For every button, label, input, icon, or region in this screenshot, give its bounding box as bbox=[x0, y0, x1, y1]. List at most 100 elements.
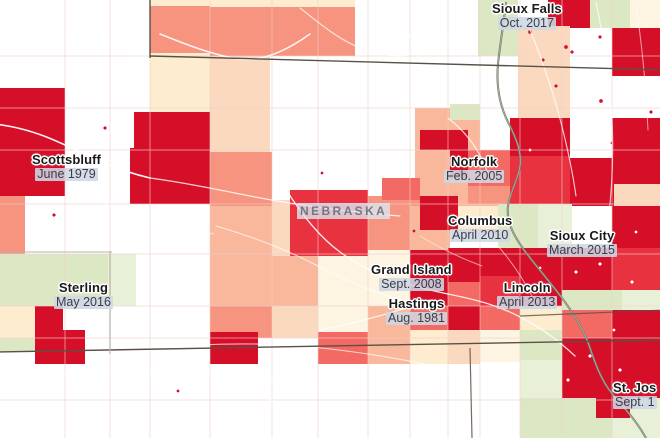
county-cell bbox=[430, 24, 478, 58]
place-label-columbus[interactable]: Columbus April 2010 bbox=[448, 214, 512, 244]
place-date: Sept. 1 bbox=[613, 395, 657, 410]
county-cell bbox=[67, 200, 130, 256]
place-label-st-joseph-clipped[interactable]: St. Jos Sept. 1 bbox=[613, 381, 657, 411]
place-date: May 2016 bbox=[54, 295, 113, 310]
county-cell bbox=[110, 306, 136, 338]
county-cell bbox=[622, 290, 660, 310]
county-cell bbox=[272, 306, 318, 340]
state-border-iowa-south bbox=[519, 309, 660, 317]
place-label-scottsbluff[interactable]: Scottsbluff June 1979 bbox=[32, 153, 101, 183]
county-cell bbox=[150, 0, 210, 7]
place-city-name: St. Jos bbox=[613, 380, 657, 395]
place-city-name: Scottsbluff bbox=[32, 152, 101, 167]
place-city-name: Hastings bbox=[388, 296, 445, 311]
county-cell bbox=[210, 110, 270, 152]
county-cell bbox=[480, 360, 520, 438]
place-city-name: Columbus bbox=[448, 213, 513, 228]
county-cell bbox=[0, 254, 35, 310]
county-cell bbox=[570, 118, 612, 162]
place-city-name: Sioux Falls bbox=[492, 1, 562, 16]
county-cell bbox=[480, 330, 520, 362]
place-label-sioux-falls[interactable]: Sioux Falls Oct. 2017 bbox=[492, 2, 562, 32]
county-cell bbox=[562, 338, 612, 400]
county-cell bbox=[150, 6, 355, 56]
county-cell bbox=[130, 148, 210, 206]
county-cell bbox=[258, 338, 318, 368]
place-label-sioux-city[interactable]: Sioux City March 2015 bbox=[547, 228, 618, 259]
county-cell bbox=[612, 118, 660, 162]
place-city-name: Norfolk bbox=[451, 154, 498, 169]
county-cell bbox=[318, 256, 368, 306]
county-cell bbox=[355, 0, 430, 57]
place-label-grand-island[interactable]: Grand Island Sept. 2008 bbox=[371, 263, 452, 293]
county-cell bbox=[25, 196, 67, 256]
county-cell bbox=[368, 332, 410, 368]
county-cell bbox=[382, 178, 422, 200]
county-cell bbox=[430, 0, 478, 25]
county-cell bbox=[520, 330, 562, 360]
county-cell bbox=[478, 28, 518, 58]
state-border-kansas-east bbox=[469, 347, 473, 438]
county-cell bbox=[368, 364, 410, 438]
county-cell bbox=[612, 204, 660, 248]
county-cell bbox=[0, 52, 67, 90]
county-cell bbox=[0, 306, 35, 338]
county-cell bbox=[110, 338, 136, 438]
county-cell bbox=[210, 332, 258, 368]
county-cell bbox=[270, 106, 355, 152]
county-cell bbox=[0, 0, 67, 55]
state-label-nebraska: NEBRASKA bbox=[297, 203, 391, 219]
county-cell bbox=[136, 306, 210, 338]
missouri-river bbox=[496, 1, 647, 438]
county-cell bbox=[468, 150, 510, 190]
county-cell bbox=[518, 26, 570, 78]
place-date: Aug. 1981 bbox=[386, 311, 447, 326]
county-cell bbox=[134, 112, 210, 150]
place-date: April 2010 bbox=[450, 228, 511, 243]
place-date: March 2015 bbox=[547, 243, 618, 258]
place-label-norfolk[interactable]: Norfolk Feb. 2005 bbox=[444, 154, 505, 185]
county-cell bbox=[210, 254, 272, 306]
county-cell bbox=[318, 364, 368, 438]
place-city-name: Grand Island bbox=[371, 262, 452, 277]
county-cell bbox=[270, 56, 355, 108]
place-date: Sept. 2008 bbox=[379, 277, 444, 292]
county-cell bbox=[290, 190, 368, 258]
place-city-name: Sioux City bbox=[549, 228, 615, 243]
county-cell bbox=[35, 330, 85, 368]
county-cell bbox=[150, 53, 210, 108]
place-label-lincoln[interactable]: Lincoln April 2013 bbox=[497, 281, 558, 311]
county-cell bbox=[410, 330, 448, 368]
county-cell bbox=[572, 184, 614, 206]
county-cell bbox=[520, 398, 562, 438]
county-cell bbox=[272, 256, 318, 306]
county-cell bbox=[210, 206, 272, 256]
county-cell bbox=[355, 56, 430, 110]
county-cell bbox=[85, 338, 110, 368]
place-label-sterling[interactable]: Sterling May 2016 bbox=[54, 281, 113, 311]
county-cell bbox=[518, 76, 570, 122]
county-cell bbox=[612, 28, 660, 78]
county-cell bbox=[355, 108, 415, 152]
county-cell bbox=[410, 364, 448, 438]
place-date: Oct. 2017 bbox=[497, 16, 556, 31]
county-cell bbox=[570, 76, 612, 122]
county-cell bbox=[562, 310, 612, 340]
county-cell bbox=[0, 196, 25, 230]
place-date: April 2013 bbox=[497, 295, 558, 310]
county-cell bbox=[258, 364, 318, 438]
county-cell bbox=[510, 156, 570, 204]
county-cell bbox=[210, 364, 258, 438]
county-cell bbox=[630, 0, 660, 29]
county-cell bbox=[210, 0, 355, 7]
county-cell bbox=[35, 364, 85, 438]
place-date: Feb. 2005 bbox=[444, 169, 505, 184]
county-cell bbox=[420, 196, 458, 230]
county-cell bbox=[0, 352, 35, 438]
county-cell bbox=[614, 184, 660, 206]
place-label-hastings[interactable]: Hastings Aug. 1981 bbox=[386, 297, 447, 327]
county-cell bbox=[65, 52, 150, 90]
